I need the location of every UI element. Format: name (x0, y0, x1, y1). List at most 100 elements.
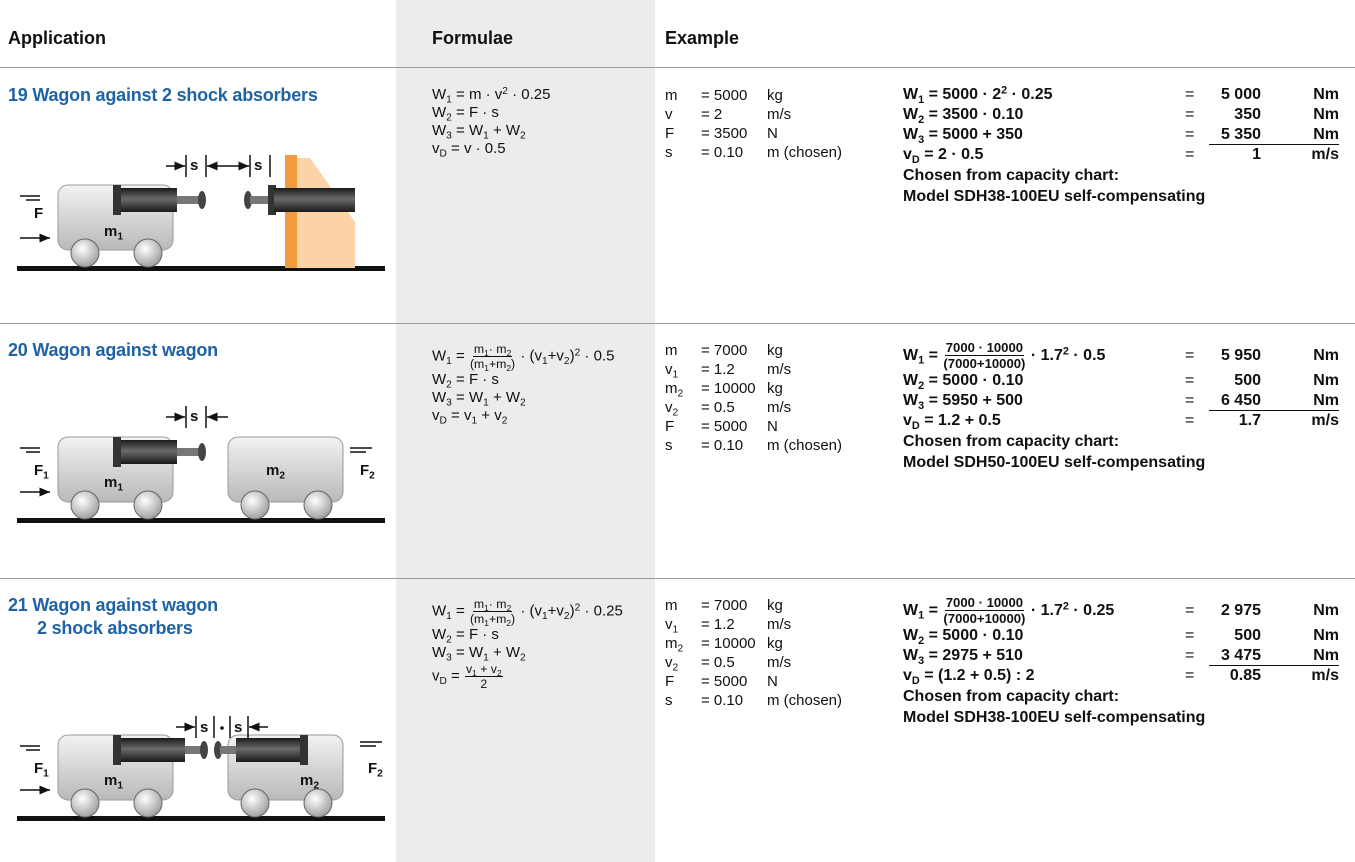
superscript: 2 (1001, 84, 1008, 97)
formula-line: W1 = m · v2 · 0.25 (432, 86, 550, 106)
subscript: 1 (484, 618, 489, 629)
subscript: 1 (446, 94, 452, 106)
result-unit: Nm (1313, 346, 1339, 364)
formula-line: W3 = W1 + W2 (432, 389, 614, 408)
variable-name: F (665, 124, 701, 143)
subscript: 3 (918, 133, 925, 146)
text-run: (m (469, 612, 485, 627)
text-run: = (924, 601, 943, 619)
text-run: F (368, 760, 378, 777)
model-note: Chosen from capacity chart: (903, 688, 1120, 706)
figure-label: m2 (300, 772, 319, 792)
variable-row: F = 5000 N (665, 417, 842, 436)
variable-value: = 1.2 (701, 616, 735, 633)
text-run: + W (488, 644, 521, 662)
result-value: 1.7 (1238, 412, 1261, 430)
text-run: m (300, 772, 314, 789)
subscript: 1 (918, 354, 925, 367)
subscript: D (439, 676, 447, 688)
variable-row: s = 0.10 m (chosen) (665, 143, 842, 162)
figure-19-shape (17, 266, 385, 271)
subscript: 2 (501, 415, 508, 427)
text-run: = 5000 · 0.10 (924, 627, 1024, 645)
figure-20 (17, 406, 385, 523)
result-unit: Nm (1261, 126, 1339, 145)
text-run: s (234, 719, 243, 736)
result-unit: Nm (1313, 372, 1339, 390)
text-run: s (665, 144, 673, 161)
column-header: Application (8, 28, 106, 48)
result-row: W2 = 3500 · 0.10 = 350 Nm (903, 105, 1339, 125)
figure-label: s (234, 720, 242, 736)
figure-19-shape (268, 185, 276, 215)
subscript: 2 (496, 668, 502, 679)
text-run: v (665, 361, 673, 378)
variable-unit: N (767, 673, 778, 690)
text-run: ) (569, 602, 575, 620)
column-header: Example (665, 28, 740, 48)
subscript: 1 (117, 231, 124, 243)
equals: = (1185, 346, 1195, 364)
text-run: · 0.5 (580, 347, 615, 365)
variable-unit: m (chosen) (767, 437, 843, 454)
text-run: v (465, 662, 473, 677)
title-line: 21 Wagon against wagon (8, 595, 218, 615)
variable-unit: N (767, 125, 778, 142)
denominator: (7000+10000) (943, 356, 1025, 371)
text-run: + v (477, 407, 502, 425)
text-run: v (665, 399, 673, 416)
text-run: · 0.25 (1068, 601, 1115, 619)
result-value: 6 450 (1209, 392, 1261, 411)
equals: = (1185, 627, 1195, 645)
variable-unit: m (chosen) (767, 144, 843, 161)
variable-name: m (665, 86, 701, 105)
result-row: W3 = 2975 + 510 = 3 475 Nm (903, 646, 1339, 666)
subscript: 1 (117, 780, 124, 792)
result-value: 350 (1234, 106, 1261, 123)
text-run: W (432, 626, 447, 644)
result-row: vD = 1.2 + 0.5 = 1.7 m/s (903, 411, 1339, 431)
figure-label: s (190, 409, 198, 425)
fraction: m1· m2 (m1+m2) (470, 342, 515, 372)
result-expression: vD = 1.2 + 0.5 (903, 412, 1185, 431)
figure-label: F1 (34, 761, 49, 780)
formulae: W1 = m · v2 · 0.25 W2 = F · s W3 = W1 + W2… (432, 86, 550, 159)
superscript: 2 (574, 602, 581, 614)
text-run: W (432, 86, 447, 103)
result-expression: W1 = 7000 · 10000 (7000+10000) · 1.72 · 0… (903, 595, 1185, 626)
subscript: 2 (369, 470, 375, 482)
subscript: 1 (471, 415, 478, 427)
text-run: = W (451, 389, 484, 407)
variable-value: = 1.2 (701, 361, 735, 378)
subscript: 3 (918, 654, 925, 667)
formula-line: W2 = F · s (432, 371, 614, 390)
formula-line: vD = v · 0.5 (432, 140, 550, 159)
figure-19-shape (113, 185, 121, 215)
subscript: 1 (918, 93, 925, 106)
text-run: W (903, 372, 919, 390)
variable-unit: m/s (767, 616, 792, 633)
text-run: · 1.7 (1026, 346, 1063, 364)
text-run: ) (569, 347, 575, 365)
result-value: 3 475 (1209, 647, 1261, 666)
result-expression: W3 = 5000 + 350 (903, 126, 1185, 146)
text-run: v (665, 654, 673, 671)
text-run: · 0.25 (1007, 86, 1053, 103)
subscript: 2 (446, 634, 452, 646)
text-run: · m (488, 597, 507, 611)
figure-label: m1 (104, 224, 124, 243)
formulae: W1 = m1· m2 (m1+m2) · (v1+v2)2 · 0.25 W2 =… (432, 597, 623, 692)
text-run: (7000+10000) (943, 356, 1026, 372)
equals: = (1185, 647, 1195, 665)
figure-21-shape (220, 746, 236, 754)
application-title: 20 Wagon against wagon (8, 339, 218, 362)
figure-20-shape (198, 443, 206, 461)
variable-row: s = 0.10 m (chosen) (665, 436, 842, 455)
equals: = (1185, 86, 1195, 103)
variable-value: = 7000 (701, 342, 748, 359)
figure-label: s (190, 158, 198, 174)
text-run: v (432, 407, 440, 425)
variable-row: v = 2 m/s (665, 105, 842, 124)
figure-20-shape (17, 518, 385, 523)
result-unit: Nm (1261, 392, 1339, 411)
